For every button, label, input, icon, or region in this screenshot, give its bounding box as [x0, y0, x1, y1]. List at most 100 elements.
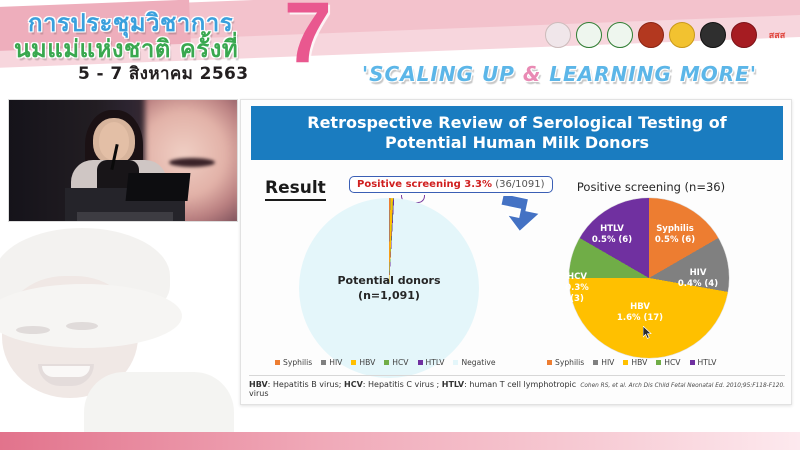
logo-green-medical-2 — [607, 22, 633, 48]
legend-item-hiv: HIV — [321, 358, 342, 367]
callout-highlight-text: Positive screening 3.3% — [357, 179, 492, 190]
legend-swatch-htlv — [417, 360, 423, 365]
legend2-swatch-htlv — [689, 360, 695, 365]
slide-footnote: HBV: Hepatitis B virus; HCV: Hepatitis C… — [249, 375, 785, 398]
conference-date-thai: 5 - 7 สิงหาคม 2563 — [78, 64, 249, 84]
speaker-video-feed[interactable] — [8, 99, 238, 222]
potential-donors-pie-chart: Potential donors (n=1,091) — [299, 198, 489, 388]
slide-title-line1: Retrospective Review of Serological Test… — [307, 112, 727, 132]
slice-pct-htlv: 0.5% (6) — [591, 235, 633, 246]
footnote-hbv-val: : Hepatitis B virus; — [267, 380, 345, 389]
watermark-eye-right — [66, 322, 98, 330]
abbreviation-key: HBV: Hepatitis B virus; HCV: Hepatitis C… — [249, 380, 580, 398]
sponsor-logos: สสส — [545, 22, 792, 48]
footnote-hbv-key: HBV — [249, 380, 268, 389]
legend-label-syphilis: Syphilis — [283, 358, 313, 367]
slice-name-syphilis: Syphilis — [656, 224, 694, 234]
slice-pct-hbv: 1.6% (17) — [616, 313, 664, 324]
legend-item-syphilis: Syphilis — [275, 358, 312, 367]
laptop — [125, 173, 191, 201]
bottom-pink-bar — [0, 432, 800, 450]
legend-swatch-hcv — [384, 360, 390, 365]
potential-donors-pie-label: Potential donors (n=1,091) — [299, 274, 479, 304]
slice-pct-hiv: 0.4% (4) — [677, 279, 719, 290]
citation-reference: Cohen RS, et al. Arch Dis Child Fetal Ne… — [580, 383, 785, 389]
logo-gold-garuda — [669, 22, 695, 48]
logo-black-emblem — [700, 22, 726, 48]
logo-red-emblem — [638, 22, 664, 48]
positive-screening-legend: Syphilis HIV HBV HCV HTLV — [547, 358, 716, 367]
legend2-item-hcv: HCV — [656, 358, 681, 367]
conference-title-thai-line1: การประชุมวิชาการ — [28, 9, 234, 37]
potential-donors-legend: Syphilis HIV HBV HCV HTLV Negative — [275, 358, 496, 367]
edition-number: 7 — [284, 0, 332, 81]
positive-screening-pie-chart: Positive screening (n=36) HTLV 0.5% (6) … — [551, 180, 751, 370]
logo-sss: สสส — [768, 30, 786, 40]
slide-title-line2: Potential Human Milk Donors — [385, 133, 649, 152]
tagline-part1: 'SCALING UP — [362, 62, 523, 86]
legend2-item-syphilis: Syphilis — [547, 358, 584, 367]
blue-arrow-icon — [499, 196, 542, 233]
legend-swatch-hiv — [321, 360, 327, 365]
legend2-swatch-hcv — [656, 360, 662, 365]
legend-swatch-hbv — [351, 360, 357, 365]
potential-donors-subtitle: (n=1,091) — [358, 288, 420, 302]
pie-slice-label-hiv: HIV 0.4% (4) — [675, 268, 721, 290]
conference-title-thai-line2: นมแม่แห่งชาติ ครั้งที่ — [14, 35, 239, 63]
legend-label-htlv: HTLV — [425, 358, 445, 367]
pie-slice-label-htlv: HTLV 0.5% (6) — [587, 224, 637, 246]
legend-item-hbv: HBV — [351, 358, 375, 367]
pie-slice-label-hcv: HCV 0.3% (3) — [557, 272, 597, 305]
legend2-item-htlv: HTLV — [689, 358, 716, 367]
legend-label-hcv: HCV — [392, 358, 409, 367]
logo-crimson-crest — [731, 22, 757, 48]
slice-name-hiv: HIV — [689, 268, 707, 278]
presentation-slide: Retrospective Review of Serological Test… — [240, 99, 792, 405]
potential-donors-title: Potential donors — [337, 274, 441, 287]
legend-item-htlv: HTLV — [417, 358, 445, 367]
slide-title-banner: Retrospective Review of Serological Test… — [251, 106, 783, 160]
watermark-hat — [0, 228, 170, 324]
video-blurred-eye — [169, 158, 215, 167]
positive-screening-callout: Positive screening 3.3% (36/1091) — [349, 176, 553, 193]
legend-label-negative: Negative — [461, 358, 496, 367]
legend-label-hiv: HIV — [329, 358, 343, 367]
legend-swatch-negative — [453, 360, 459, 365]
legend2-label-hbv: HBV — [631, 358, 648, 367]
potential-donors-pie-graphic — [299, 198, 479, 378]
podium-base — [77, 212, 173, 221]
slice-name-hbv: HBV — [630, 302, 650, 312]
footnote-hcv-val: : Hepatitis C virus ; — [362, 380, 442, 389]
pie-slice-label-syphilis: Syphilis 0.5% (6) — [649, 224, 701, 246]
footnote-htlv-key: HTLV — [441, 380, 465, 389]
pie-slice-label-hbv: HBV 1.6% (17) — [613, 302, 667, 324]
slice-name-htlv: HTLV — [600, 224, 624, 234]
legend2-swatch-syphilis — [547, 360, 552, 365]
watermark-mouth — [38, 364, 94, 386]
legend2-label-hcv: HCV — [664, 358, 681, 367]
footnote-htlv-val: : human T cell lymphotropic virus — [249, 380, 577, 398]
legend2-item-hbv: HBV — [623, 358, 647, 367]
logo-royal-seal — [545, 22, 571, 48]
tagline-part2: LEARNING MORE' — [541, 62, 757, 86]
legend2-label-hiv: HIV — [601, 358, 615, 367]
slice-pct-syphilis: 0.5% (6) — [654, 235, 696, 246]
positive-screening-pie-title: Positive screening (n=36) — [576, 180, 726, 194]
slice-name-hcv: HCV — [567, 272, 587, 282]
conference-header: การประชุมวิชาการ นมแม่แห่งชาติ ครั้งที่ … — [0, 0, 800, 96]
watermark-hat-brim — [0, 284, 182, 348]
mouse-cursor-icon — [643, 326, 652, 339]
watermark-face — [2, 276, 138, 398]
watermark-teeth — [42, 366, 90, 377]
conference-tagline: 'SCALING UP & LEARNING MORE' — [362, 62, 757, 86]
watermark-body — [84, 372, 234, 436]
background-child-watermark — [0, 222, 240, 436]
legend2-item-hiv: HIV — [593, 358, 614, 367]
legend-swatch-syphilis — [275, 360, 280, 365]
slice-pct-hcv: 0.3% (3) — [565, 283, 589, 305]
legend-label-hbv: HBV — [359, 358, 376, 367]
footnote-hcv-key: HCV — [344, 380, 363, 389]
result-heading: Result — [265, 178, 326, 201]
logo-green-medical-1 — [576, 22, 602, 48]
